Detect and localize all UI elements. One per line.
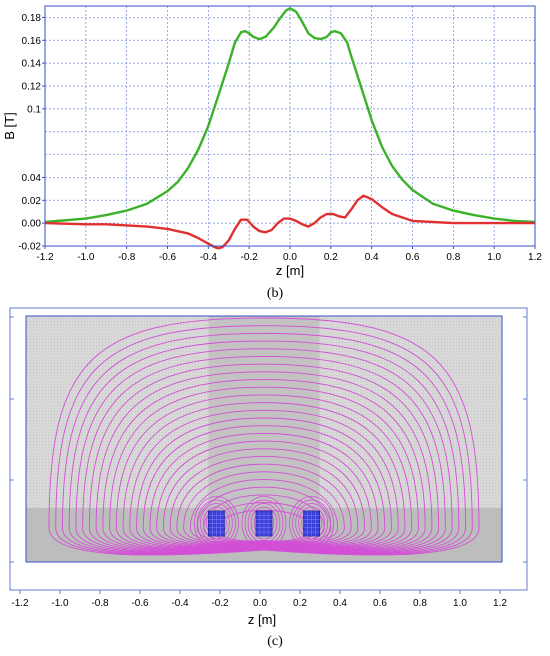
coil	[255, 510, 273, 537]
panel-label-c: (c)	[267, 634, 283, 649]
y-tick-label: 0.1	[27, 104, 41, 115]
field-line	[142, 425, 386, 548]
coil-field-loop	[295, 503, 329, 543]
field-line	[136, 417, 392, 548]
x-tick-label: 0.0	[283, 252, 297, 263]
coil-field-loop	[202, 506, 230, 540]
series-group-b	[44, 7, 536, 250]
field-line	[149, 432, 379, 547]
x-axis-label-c: z [m]	[248, 612, 276, 627]
x-ticks-c: -1.2 -1.0 -0.8 -0.6 -0.4 -0.2 0.0 0.2 0.4 0.6 0.8 1…	[10, 589, 527, 609]
x-tick-label: -0.6	[131, 598, 149, 609]
x-tick-label: -1.0	[77, 252, 95, 263]
panel-label-b: (b)	[267, 286, 284, 301]
y-tick-label: 0.16	[22, 36, 42, 47]
x-tick-label: -0.4	[200, 252, 218, 263]
side-ticks-c	[10, 316, 527, 563]
x-tick-label: -0.8	[118, 252, 136, 263]
field-line	[122, 402, 406, 550]
x-tick-label: -0.2	[211, 598, 229, 609]
coil	[303, 510, 321, 537]
field-line	[48, 317, 480, 556]
field-line	[75, 348, 453, 554]
y-axis-label-b: B [T]	[2, 112, 17, 139]
x-axis-label-b: z [m]	[276, 263, 304, 278]
y-tick-label: 0.18	[22, 13, 42, 24]
x-tick-label: 0.8	[446, 252, 460, 263]
y-ticks-b: -0.02 0.00 0.02 0.04 0.1 0.12 0.14 0.16 0.18	[18, 13, 45, 253]
x-tick-label: -0.4	[171, 598, 189, 609]
y-tick-label: 0.12	[22, 82, 42, 93]
coil-field-loop	[196, 499, 236, 547]
x-tick-label: -1.0	[51, 598, 69, 609]
field-line	[169, 456, 359, 546]
x-tick-label: -0.2	[241, 252, 259, 263]
x-tick-label: 0.2	[324, 252, 338, 263]
coil-field-loop	[250, 506, 278, 540]
panel-c-field-map: -1.2 -1.0 -0.8 -0.6 -0.4 -0.2 0.0 0.2 0.4 0.6 0.8 1…	[9, 307, 528, 649]
x-tick-label: 1.0	[453, 598, 467, 609]
coil	[207, 510, 225, 537]
x-tick-label: -1.2	[11, 598, 29, 609]
coils-c	[207, 510, 321, 537]
x-tick-label: 0.4	[333, 598, 347, 609]
field-line	[102, 379, 426, 551]
y-tick-label: 0.04	[22, 173, 42, 184]
coil-field-loop	[193, 496, 239, 550]
coil-field-loop	[244, 499, 284, 547]
field-line	[189, 479, 339, 544]
field-line	[82, 356, 446, 553]
x-ticks-b: -1.2 -1.0 -0.8 -0.6 -0.4 -0.2 0.0 0.2 0.4 0.6 0.8 1…	[36, 246, 542, 263]
field-line	[109, 386, 419, 551]
x-tick-label: -1.2	[36, 252, 54, 263]
field-line	[129, 409, 399, 549]
x-tick-label: 0.2	[293, 598, 307, 609]
domain-frame-c	[25, 315, 503, 563]
x-tick-label: 1.2	[493, 598, 507, 609]
x-tick-label: 1.0	[487, 252, 501, 263]
coil-field-loop	[292, 499, 332, 547]
field-line	[68, 340, 460, 554]
y-tick-label: -0.02	[18, 242, 41, 253]
y-tick-label: 0.00	[22, 219, 42, 230]
coil-field-loop	[298, 506, 326, 540]
panel-b-chart: -1.2 -1.0 -0.8 -0.6 -0.4 -0.2 0.0 0.2 0.4 0.6 0.8 1…	[2, 5, 542, 301]
center-column-c	[208, 316, 320, 508]
y-tick-label: 0.14	[22, 59, 42, 70]
y-tick-label: 0.02	[22, 196, 42, 207]
series-line-red	[44, 194, 535, 250]
x-tick-label: 0.8	[413, 598, 427, 609]
x-tick-label: -0.8	[91, 598, 109, 609]
x-tick-label: 0.6	[406, 252, 420, 263]
field-line	[196, 486, 332, 544]
x-tick-label: 1.2	[528, 252, 542, 263]
x-tick-label: -0.6	[159, 252, 177, 263]
x-tick-label: 0.0	[253, 598, 267, 609]
x-tick-label: 0.4	[365, 252, 379, 263]
series-line-green	[44, 7, 536, 224]
field-line	[183, 471, 345, 545]
coil-field-loop	[199, 503, 233, 543]
field-line	[88, 363, 440, 552]
coil-field-loop	[289, 496, 335, 550]
field-line	[156, 440, 372, 547]
grid-b	[45, 6, 535, 246]
x-tick-label: 0.6	[373, 598, 387, 609]
coil-field-loop	[247, 503, 281, 543]
coil-field-loop	[241, 496, 287, 550]
